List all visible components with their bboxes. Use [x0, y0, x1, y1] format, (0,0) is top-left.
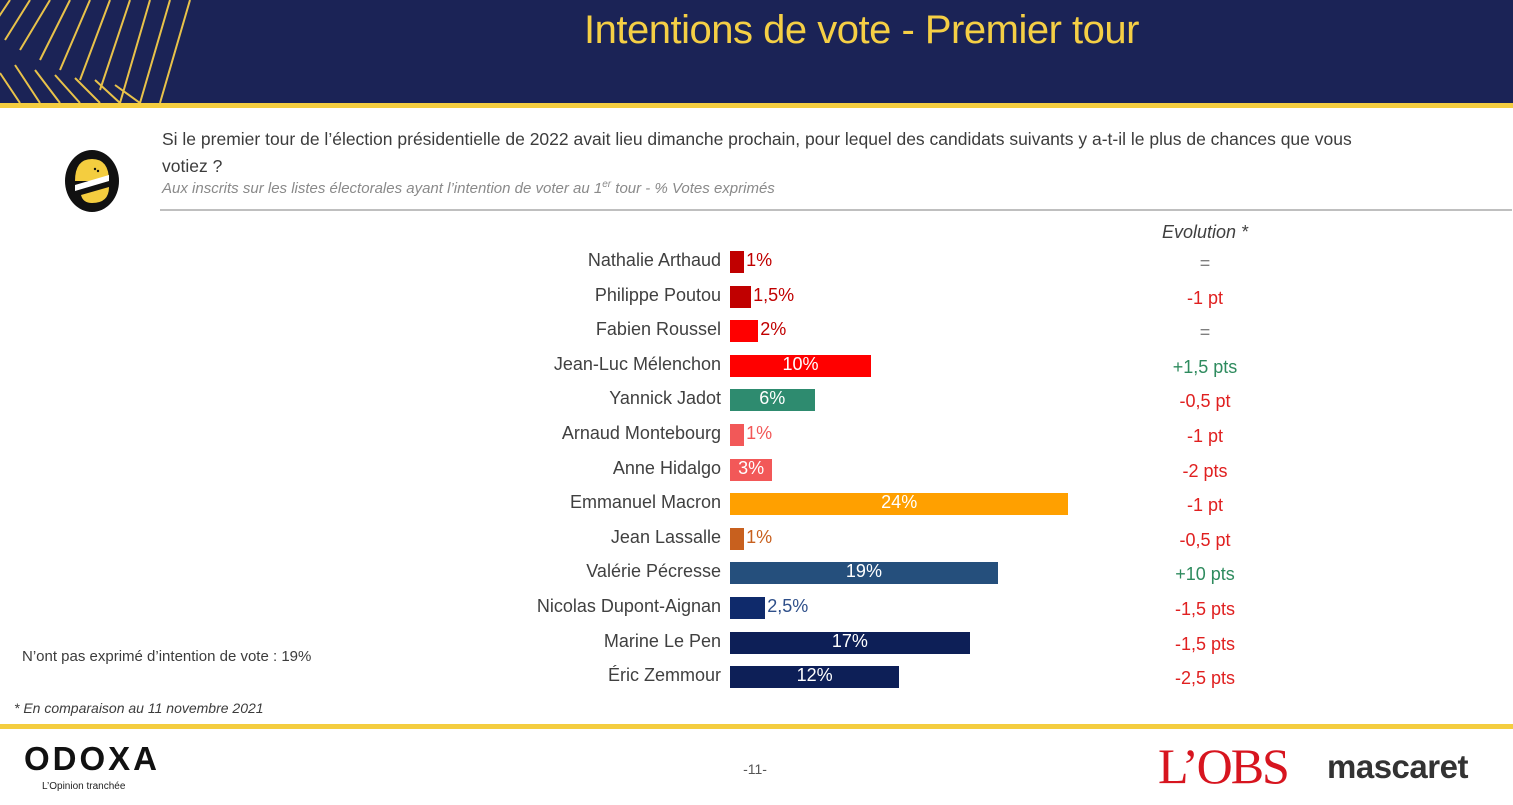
- header-divider: [0, 103, 1513, 108]
- candidate-label: Jean Lassalle: [610, 526, 721, 547]
- candidate-label: Valérie Pécresse: [586, 561, 721, 582]
- evolution-header: Evolution *: [1161, 222, 1249, 242]
- bar-value-label: 24%: [881, 492, 918, 513]
- evolution-value: -1 pt: [1186, 495, 1224, 516]
- lobs-logo: L’OBS: [1158, 738, 1290, 794]
- subtitle-superscript: er: [602, 179, 612, 190]
- evolution-value: -1,5 pts: [1174, 633, 1236, 654]
- subtitle-end: tour - % Votes exprimés: [611, 180, 775, 197]
- evolution-value: -0,5 pt: [1179, 391, 1231, 412]
- bar-value-label: 1%: [746, 250, 773, 270]
- bar-mark: [730, 320, 759, 343]
- bar-mark: [730, 354, 871, 377]
- page-number: -11-: [743, 761, 767, 777]
- bar-value-label: 1,5%: [753, 284, 795, 305]
- bar-value-label: 12%: [796, 665, 833, 686]
- bar-mark: [730, 424, 745, 446]
- evolution-value: +1,5 pts: [1172, 356, 1238, 377]
- candidate-label: Anne Hidalgo: [612, 457, 721, 478]
- evolution-value: =: [1199, 253, 1211, 273]
- bar-value-label: 19%: [845, 561, 882, 582]
- evolution-value: -2 pts: [1182, 460, 1228, 481]
- bar-mark: [730, 389, 815, 412]
- bar-mark: [730, 527, 745, 550]
- evolution-value: -1,5 pts: [1174, 599, 1236, 619]
- non-exprime-note: N’ont pas exprimé d’intention de vote : …: [22, 648, 312, 665]
- bar-value-label: 2,5%: [767, 596, 809, 616]
- bar-value-label: 6%: [759, 388, 786, 409]
- subtitle-main: Aux inscrits sur les listes électorales …: [162, 180, 603, 197]
- question-divider: [160, 209, 1512, 211]
- bar-mark: [730, 458, 773, 481]
- odoxa-logo-icon: [65, 150, 119, 212]
- header-banner: Intentions de vote - Premier tour: [0, 0, 1513, 103]
- candidate-label: Philippe Poutou: [594, 284, 721, 305]
- bar-mark: [730, 666, 900, 689]
- bar-value-label: 3%: [738, 457, 765, 478]
- candidate-label: Yannick Jadot: [609, 388, 721, 409]
- candidate-label: Éric Zemmour: [607, 665, 721, 686]
- evolution-value: -0,5 pt: [1179, 529, 1231, 550]
- bar-value-label: 17%: [831, 630, 868, 651]
- bar-mark: [730, 285, 752, 308]
- chevron-pattern-decoration: [0, 0, 191, 103]
- bar-value-label: 1%: [746, 423, 773, 443]
- candidate-label: Arnaud Montebourg: [561, 423, 721, 443]
- candidate-label: Fabien Roussel: [595, 319, 721, 340]
- odoxa-logo-text: ODOXA: [24, 740, 161, 777]
- bar-value-label: 10%: [782, 353, 819, 374]
- mascaret-logo: mascaret: [1327, 748, 1468, 785]
- bar-mark: [730, 631, 970, 654]
- bar-mark: [730, 493, 1069, 516]
- evolution-value: +10 pts: [1175, 564, 1235, 585]
- odoxa-tagline: L’Opinion tranchée: [42, 781, 126, 792]
- bar-value-label: 2%: [760, 319, 787, 340]
- bar-value-label: 1%: [746, 526, 773, 547]
- survey-subtitle: Aux inscrits sur les listes électorales …: [162, 179, 775, 197]
- evolution-value: -2,5 pts: [1174, 668, 1236, 689]
- candidate-label: Nicolas Dupont-Aignan: [536, 596, 721, 616]
- evolution-value: -1 pt: [1186, 426, 1224, 446]
- candidate-label: Marine Le Pen: [603, 630, 721, 651]
- bar-mark: [730, 251, 745, 273]
- evolution-value: =: [1199, 322, 1211, 343]
- bar-mark: [730, 562, 998, 585]
- candidate-label: Emmanuel Macron: [569, 492, 721, 513]
- page-title: Intentions de vote - Premier tour: [584, 8, 1139, 52]
- survey-question: Si le premier tour de l’élection préside…: [162, 129, 1352, 176]
- comparison-footnote: * En comparaison au 11 novembre 2021: [14, 700, 264, 716]
- candidate-label: Nathalie Arthaud: [587, 250, 721, 270]
- evolution-value: -1 pt: [1186, 287, 1224, 308]
- footer-divider: [0, 724, 1513, 729]
- candidate-label: Jean-Luc Mélenchon: [553, 353, 721, 374]
- bar-mark: [730, 597, 766, 619]
